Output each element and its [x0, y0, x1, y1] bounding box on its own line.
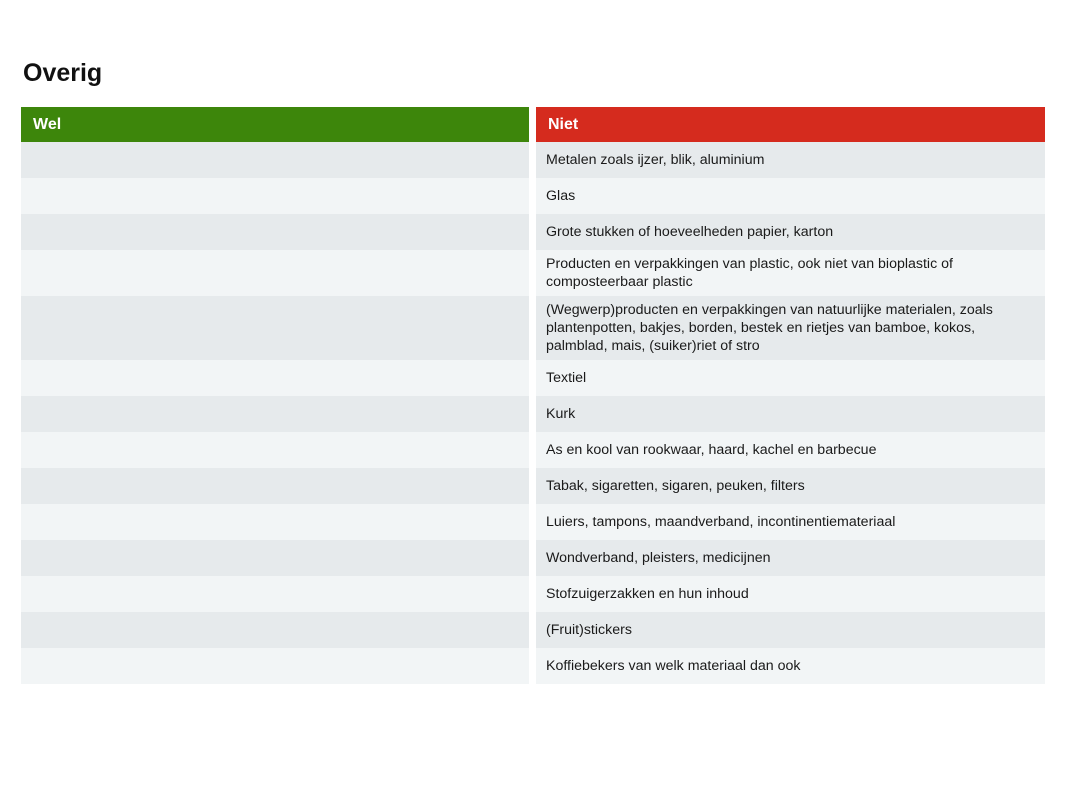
niet-cell: (Fruit)stickers [536, 612, 1045, 648]
column-gap [529, 142, 536, 178]
column-gap [529, 396, 536, 432]
table-row: Wondverband, pleisters, medicijnen [21, 540, 1045, 576]
niet-cell: Producten en verpakkingen van plastic, o… [536, 250, 1045, 296]
section-title: Overig [23, 59, 103, 87]
niet-cell: Metalen zoals ijzer, blik, aluminium [536, 142, 1045, 178]
table-row: Luiers, tampons, maandverband, incontine… [21, 504, 1045, 540]
column-gap [529, 576, 536, 612]
wel-cell [21, 142, 529, 178]
wel-cell [21, 540, 529, 576]
wel-cell [21, 296, 529, 360]
wel-cell [21, 214, 529, 250]
niet-cell: Textiel [536, 360, 1045, 396]
wel-niet-table: Wel Niet Metalen zoals ijzer, blik, alum… [21, 107, 1045, 684]
wel-cell [21, 360, 529, 396]
wel-cell [21, 504, 529, 540]
niet-cell: (Wegwerp)producten en verpakkingen van n… [536, 296, 1045, 360]
column-gap [529, 432, 536, 468]
column-gap [529, 612, 536, 648]
column-gap [529, 468, 536, 504]
wel-cell [21, 250, 529, 296]
column-gap [529, 107, 536, 142]
table-row: Grote stukken of hoeveelheden papier, ka… [21, 214, 1045, 250]
niet-cell: Grote stukken of hoeveelheden papier, ka… [536, 214, 1045, 250]
column-gap [529, 250, 536, 296]
wel-cell [21, 432, 529, 468]
column-gap [529, 540, 536, 576]
table-row: Kurk [21, 396, 1045, 432]
column-gap [529, 360, 536, 396]
niet-cell: Luiers, tampons, maandverband, incontine… [536, 504, 1045, 540]
column-gap [529, 214, 536, 250]
niet-cell: As en kool van rookwaar, haard, kachel e… [536, 432, 1045, 468]
wel-cell [21, 396, 529, 432]
column-gap [529, 296, 536, 360]
niet-column-header: Niet [536, 107, 1045, 142]
table-row: (Fruit)stickers [21, 612, 1045, 648]
column-gap [529, 504, 536, 540]
niet-cell: Koffiebekers van welk materiaal dan ook [536, 648, 1045, 684]
table-row: Glas [21, 178, 1045, 214]
table-row: Textiel [21, 360, 1045, 396]
table-row: As en kool van rookwaar, haard, kachel e… [21, 432, 1045, 468]
niet-cell: Tabak, sigaretten, sigaren, peuken, filt… [536, 468, 1045, 504]
niet-cell: Stofzuigerzakken en hun inhoud [536, 576, 1045, 612]
wel-cell [21, 178, 529, 214]
niet-cell: Glas [536, 178, 1045, 214]
niet-cell: Wondverband, pleisters, medicijnen [536, 540, 1045, 576]
table-row: Metalen zoals ijzer, blik, aluminium [21, 142, 1045, 178]
table-row: Tabak, sigaretten, sigaren, peuken, filt… [21, 468, 1045, 504]
column-gap [529, 178, 536, 214]
table-row: Koffiebekers van welk materiaal dan ook [21, 648, 1045, 684]
niet-cell: Kurk [536, 396, 1045, 432]
table-row: Stofzuigerzakken en hun inhoud [21, 576, 1045, 612]
column-gap [529, 648, 536, 684]
wel-cell [21, 468, 529, 504]
table-row: Producten en verpakkingen van plastic, o… [21, 250, 1045, 296]
wel-cell [21, 648, 529, 684]
wel-column-header: Wel [21, 107, 529, 142]
wel-cell [21, 612, 529, 648]
table-row: (Wegwerp)producten en verpakkingen van n… [21, 296, 1045, 360]
table-header-row: Wel Niet [21, 107, 1045, 142]
wel-cell [21, 576, 529, 612]
